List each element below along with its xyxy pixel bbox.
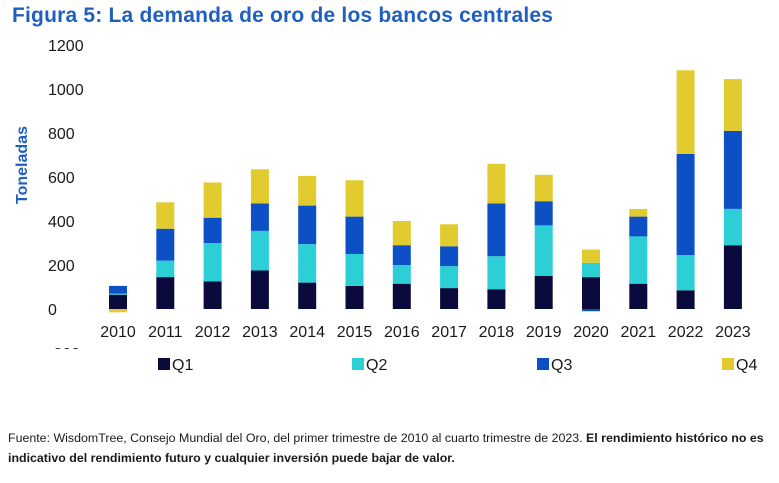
disclaimer-text: El rendimiento histórico no es indicativ… — [8, 431, 764, 465]
bar-q1-2019 — [534, 276, 553, 309]
y-tick-labels: 1200 1000 800 600 400 200 0 -200 — [48, 38, 84, 363]
bar-q3-2012 — [203, 217, 222, 243]
bar-q4-2018 — [487, 163, 506, 204]
x-tick-label: 2012 — [195, 324, 231, 341]
bar-q2-2015 — [345, 254, 364, 286]
bar-q2-2018 — [487, 256, 506, 290]
bar-q4-2020 — [582, 249, 600, 263]
bar-q4-2016 — [392, 221, 411, 246]
x-tick-label: 2020 — [573, 324, 609, 341]
bar-q4-2015 — [345, 180, 364, 217]
bar-q1-2016 — [392, 283, 411, 309]
bar-q1-2011 — [156, 277, 175, 309]
bar-q2-2020 — [582, 262, 600, 278]
bar-q2-2019 — [534, 225, 553, 276]
bar-q1-2022 — [676, 290, 695, 309]
bar-q4-2011 — [156, 202, 175, 229]
bar-q1-2020 — [582, 277, 600, 309]
y-tick-label: -200 — [48, 346, 80, 363]
x-tick-label: 2023 — [715, 324, 751, 341]
legend-label-q4: Q4 — [736, 357, 757, 374]
bar-q2-2011 — [156, 260, 175, 278]
bar-q2-2022 — [676, 255, 695, 291]
bar-q1-2017 — [440, 288, 459, 309]
bar-q4-2012 — [203, 182, 222, 218]
bar-q3-2023 — [723, 130, 742, 209]
bar-q3-2022 — [676, 153, 695, 256]
bar-q4-2023 — [723, 79, 742, 131]
x-tick-label: 2013 — [242, 324, 278, 341]
bar-q2-2017 — [440, 266, 459, 289]
bar-q1-2023 — [723, 245, 742, 309]
bar-q1-2014 — [298, 282, 317, 309]
bar-q1-2018 — [487, 289, 506, 309]
legend-swatch-q1 — [158, 358, 170, 370]
bar-q4-2010 — [109, 309, 127, 313]
x-tick-label: 2010 — [100, 324, 136, 341]
chart-title: Figura 5: La demanda de oro de los banco… — [12, 4, 554, 27]
bar-q3-2018 — [487, 203, 506, 257]
y-tick-label: 400 — [48, 214, 75, 231]
bar-q1-2013 — [250, 270, 269, 309]
y-tick-label: 0 — [48, 302, 57, 319]
bar-q4-2014 — [298, 175, 317, 206]
bar-q1-2015 — [345, 285, 364, 309]
bar-q2-2021 — [629, 236, 648, 284]
y-tick-label: 800 — [48, 126, 75, 143]
bars — [109, 70, 742, 313]
bar-q2-2014 — [298, 244, 317, 283]
y-tick-label: 200 — [48, 258, 75, 275]
x-tick-label: 2021 — [621, 324, 657, 341]
x-tick-label: 2017 — [431, 324, 467, 341]
y-tick-label: 600 — [48, 170, 75, 187]
bar-q3-2017 — [440, 246, 459, 267]
bar-q4-2022 — [676, 70, 695, 154]
bar-q3-2021 — [629, 216, 648, 237]
legend-swatch-q4 — [722, 358, 734, 370]
bar-q2-2023 — [723, 208, 742, 246]
bar-q3-2015 — [345, 216, 364, 254]
x-tick-label: 2018 — [479, 324, 515, 341]
legend-label-q2: Q2 — [366, 357, 387, 374]
bar-q3-2010 — [109, 285, 127, 294]
legend-swatch-q3 — [537, 358, 549, 370]
source-note: Fuente: WisdomTree, Consejo Mundial del … — [8, 428, 772, 468]
x-tick-label: 2011 — [148, 324, 183, 341]
x-tick-label: 2014 — [289, 324, 325, 341]
x-tick-labels: 2010 2011 2012 2013 2014 2015 2016 2017 2018 2019… — [100, 324, 751, 341]
bar-q1-2012 — [203, 281, 222, 309]
x-tick-label: 2016 — [384, 324, 420, 341]
bar-q3-2020 — [582, 309, 600, 312]
bar-q4-2017 — [440, 224, 459, 247]
bar-q1-2021 — [629, 283, 648, 309]
bar-q4-2019 — [534, 174, 553, 202]
source-text: Fuente: WisdomTree, Consejo Mundial del … — [8, 431, 587, 445]
bar-q2-2013 — [250, 230, 269, 271]
bar-q4-2013 — [250, 169, 269, 204]
bar-q3-2019 — [534, 201, 553, 226]
y-axis-label: Toneladas — [14, 126, 31, 204]
bar-chart: Toneladas 1200 1000 800 600 400 200 0 -200 2010… — [14, 38, 757, 374]
bar-q2-2010 — [109, 293, 127, 295]
y-axis-label-group: Toneladas — [14, 126, 31, 204]
x-tick-label: 2019 — [526, 324, 562, 341]
legend-swatch-q2 — [352, 358, 364, 370]
y-tick-label: 1200 — [48, 38, 84, 55]
y-tick-label: 1000 — [48, 82, 84, 99]
legend-label-q3: Q3 — [551, 357, 572, 374]
x-tick-label: 2022 — [668, 324, 704, 341]
bar-q3-2013 — [250, 203, 269, 231]
bar-q3-2011 — [156, 228, 175, 261]
legend: Q1 Q2 Q3 Q4 — [158, 357, 757, 374]
legend-label-q1: Q1 — [172, 357, 193, 374]
x-tick-label: 2015 — [337, 324, 373, 341]
bar-q2-2012 — [203, 243, 222, 282]
bar-q1-2010 — [109, 294, 127, 309]
bar-q4-2021 — [629, 208, 648, 217]
bar-q2-2016 — [392, 265, 411, 284]
bar-q3-2016 — [392, 245, 411, 265]
bar-q3-2014 — [298, 205, 317, 245]
